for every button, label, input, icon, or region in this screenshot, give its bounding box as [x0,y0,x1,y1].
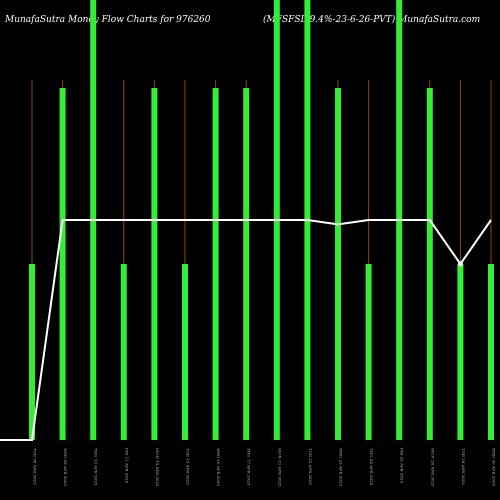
bar-13 [426,88,433,440]
bar-1 [59,88,66,440]
tick-label: TUE 15 APR 2025 [186,448,191,485]
bar-15 [488,264,494,440]
tick-label: TUE 22 APR 2025 [308,448,313,485]
tick-label: TUE 08 APR 2025 [33,448,38,485]
tick-label: THU 24 APR 2025 [369,448,374,486]
tick-label: FRI 11 APR 2025 [124,448,129,483]
bar-14 [457,264,464,440]
bar-3 [120,264,127,440]
tick-label: WED 23 APR 2025 [339,448,344,486]
tick-label: WED 30 APR 2025 [492,448,497,486]
tick-label: WED 16 APR 2025 [216,448,221,486]
bar-5 [182,264,188,440]
tick-label: MON 14 APR 2025 [155,448,160,487]
money-flow-line [0,219,492,441]
thin-lines [31,80,492,440]
tick-label: THU 10 APR 2025 [94,448,99,486]
x-axis-ticks: TUE 08 APR 2025 WED 09 APR 2025 THU 10 APR… [33,448,497,487]
tick-label: WED 09 APR 2025 [63,448,68,486]
chart-title-right: (MFSFSL-9.4%-23-6-26-PVT) MunafaSutra.co… [263,14,480,25]
line-point-marker [457,261,463,267]
bar-7 [243,88,250,440]
chart-title-left: MunafaSutra Money Flow Charts for 976260 [4,15,211,25]
tick-label: TUE 29 APR 2025 [461,448,466,485]
bar-0 [29,264,35,440]
tick-label: MON 28 APR 2025 [430,448,435,487]
bar-11 [365,264,372,440]
tick-label: MON 21 APR 2025 [277,448,282,487]
bar-10 [335,88,341,440]
tick-label: THU 17 APR 2025 [247,448,252,486]
tick-label: FRI 25 APR 2025 [400,448,405,483]
bar-4 [151,88,158,440]
line-layer [0,219,492,441]
bar-6 [212,88,219,440]
